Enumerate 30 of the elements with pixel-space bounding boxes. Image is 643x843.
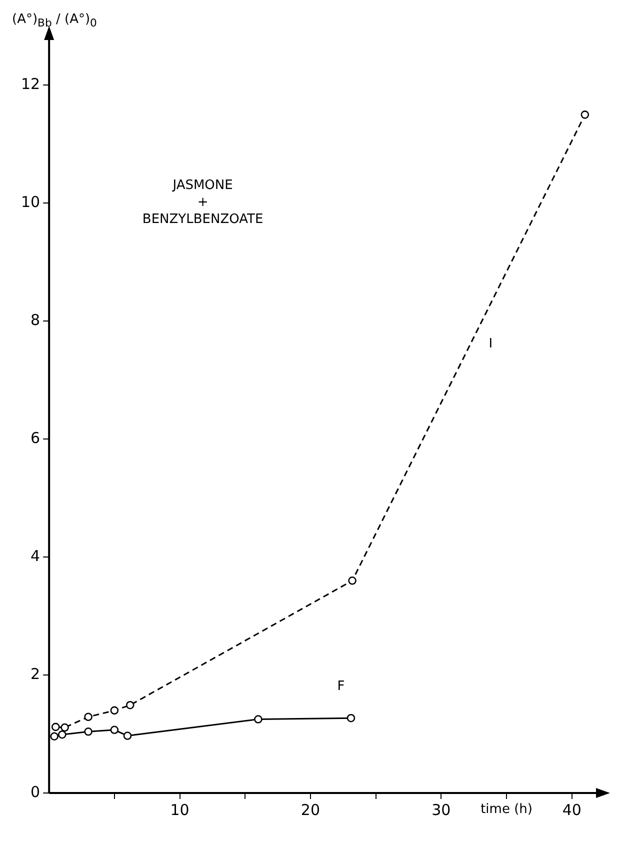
point	[84, 712, 92, 722]
point	[110, 726, 119, 734]
point	[58, 730, 66, 739]
point	[346, 714, 356, 722]
point	[84, 728, 92, 736]
annotation: JASMONE + BENZYLBENZOATE	[142, 178, 264, 227]
point	[348, 576, 356, 585]
y-tick-label: 10	[20, 193, 40, 212]
y-tick-label: 12	[20, 75, 40, 94]
y-tick-label: 2	[30, 664, 40, 683]
y-tick-label: 0	[30, 782, 40, 801]
x-tick-label: 30	[432, 800, 451, 819]
point	[580, 110, 590, 119]
point	[254, 715, 262, 724]
point	[123, 732, 132, 740]
y-tick-label: 4	[30, 546, 40, 565]
point	[60, 723, 69, 732]
x-axis-title: time (h)	[480, 802, 532, 817]
point	[51, 722, 60, 732]
y-tick-label: 8	[30, 311, 40, 330]
series-label: I	[488, 336, 493, 352]
x-tick-label: 20	[300, 800, 320, 819]
x-tick-label: 10	[170, 800, 190, 819]
point	[50, 732, 58, 741]
y-axis-title: (A°)$_{Bb}$ / (A°)$_{0}$	[12, 12, 97, 30]
point	[126, 700, 134, 710]
series-label: F	[337, 679, 345, 694]
y-tick-label: 6	[30, 428, 40, 447]
point	[110, 706, 119, 715]
x-tick-label: 40	[562, 800, 582, 819]
